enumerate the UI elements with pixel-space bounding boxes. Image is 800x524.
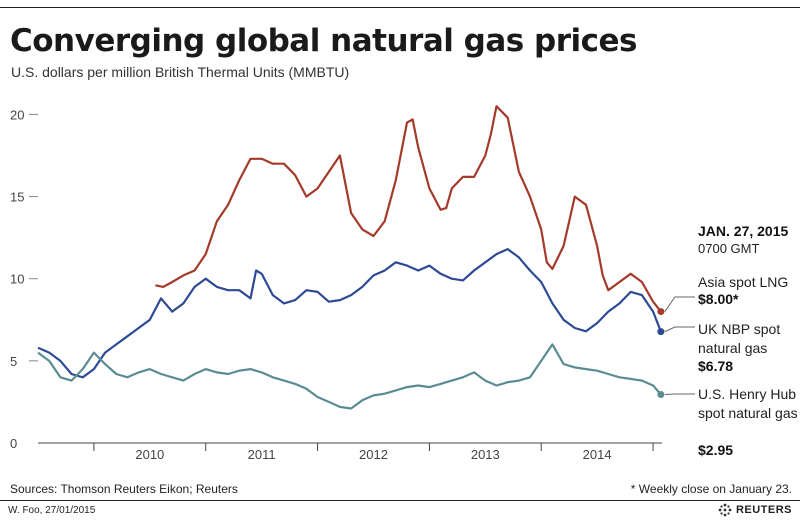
us-end-dot [657, 391, 665, 399]
footnote: * Weekly close on January 23. [630, 482, 792, 496]
source-note: Sources: Thomson Reuters Eikon; Reuters [10, 482, 238, 496]
x-tick-label: 2013 [471, 447, 500, 462]
axes: 0 5 10 15 20 2010 2011 2012 2013 2014 [10, 107, 662, 462]
annotation-date: JAN. 27, 2015 [698, 223, 789, 239]
leader-line [664, 393, 695, 396]
y-tick-label: 10 [10, 272, 24, 287]
brand-name: REUTERS [735, 503, 792, 516]
chart-subtitle: U.S. dollars per million British Thermal… [11, 64, 350, 80]
leader-line [664, 326, 695, 333]
page-title: Converging global natural gas prices [10, 23, 637, 59]
y-tick-label: 5 [10, 354, 17, 369]
leader-line [664, 296, 695, 312]
uk-label: UK NBP spot natural gas [698, 321, 781, 356]
x-tick-label: 2010 [135, 447, 164, 462]
credit: W. Foo, 27/01/2015 [8, 505, 96, 516]
asia-label: Asia spot LNG [698, 274, 789, 290]
uk-value: $6.78 [698, 358, 734, 374]
y-tick-label: 20 [10, 107, 24, 122]
x-tick-label: 2011 [248, 447, 276, 462]
y-tick-label: 15 [10, 190, 24, 205]
x-tick-label: 2014 [583, 447, 612, 462]
us-henry-hub-line [37, 343, 662, 410]
us-value: $2.95 [698, 442, 734, 458]
x-tick-label: 2012 [359, 447, 388, 462]
us-label: U.S. Henry Hub spot natural gas [698, 386, 798, 421]
series-lines [37, 105, 662, 410]
asia-value: $8.00* [698, 291, 739, 307]
uk-nbp-line [37, 248, 662, 379]
asia-lng-line [155, 105, 662, 313]
y-tick-label: 0 [10, 436, 17, 451]
reuters-logo-icon [718, 503, 732, 517]
end-markers [657, 296, 695, 399]
brand-logo: REUTERS [718, 503, 792, 517]
top-rule [0, 7, 800, 8]
bottom-rule [0, 500, 800, 501]
annotation-time: 0700 GMT [698, 241, 760, 256]
asia-end-dot [657, 308, 665, 316]
uk-end-dot [657, 328, 665, 336]
